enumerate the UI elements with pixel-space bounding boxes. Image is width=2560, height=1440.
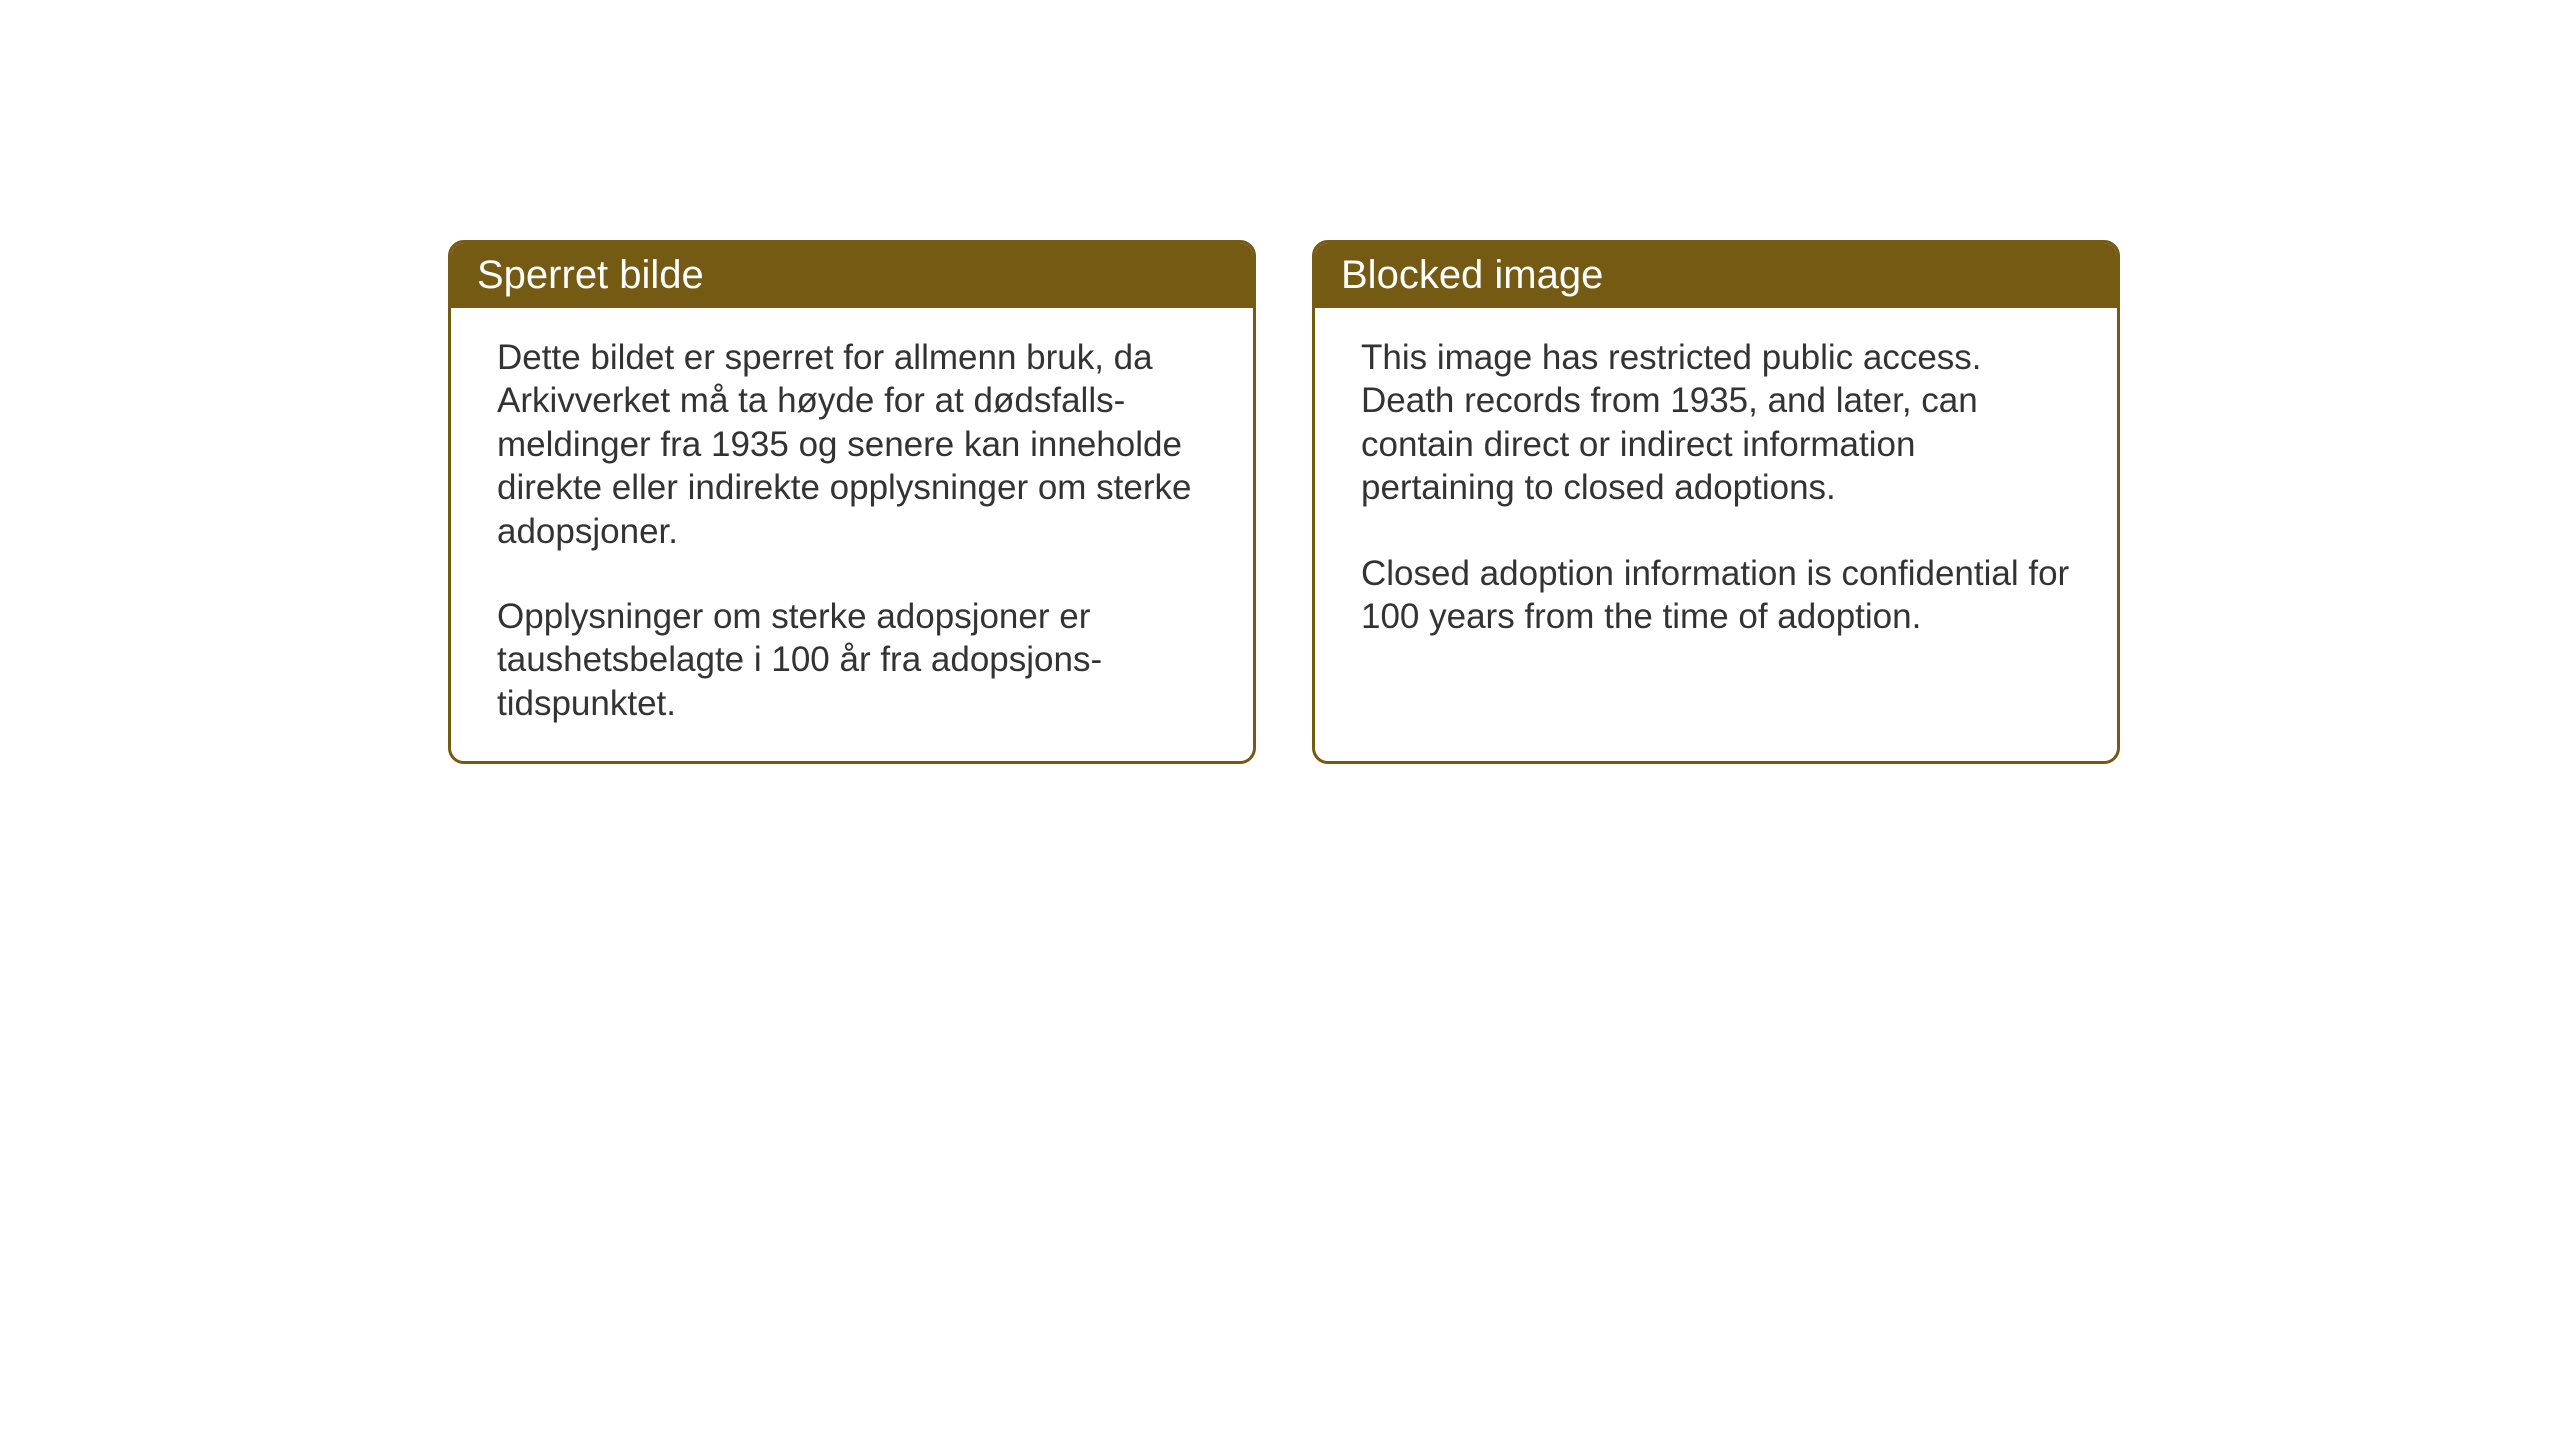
english-card-body: This image has restricted public access.… — [1315, 308, 2117, 674]
norwegian-card-body: Dette bildet er sperret for allmenn bruk… — [451, 308, 1253, 761]
english-notice-card: Blocked image This image has restricted … — [1312, 240, 2120, 764]
english-card-title: Blocked image — [1315, 243, 2117, 308]
norwegian-paragraph-1: Dette bildet er sperret for allmenn bruk… — [497, 336, 1207, 553]
norwegian-paragraph-2: Opplysninger om sterke adopsjoner er tau… — [497, 595, 1207, 725]
notice-cards-container: Sperret bilde Dette bildet er sperret fo… — [448, 240, 2120, 764]
norwegian-notice-card: Sperret bilde Dette bildet er sperret fo… — [448, 240, 1256, 764]
english-paragraph-2: Closed adoption information is confident… — [1361, 552, 2071, 639]
norwegian-card-title: Sperret bilde — [451, 243, 1253, 308]
english-paragraph-1: This image has restricted public access.… — [1361, 336, 2071, 510]
